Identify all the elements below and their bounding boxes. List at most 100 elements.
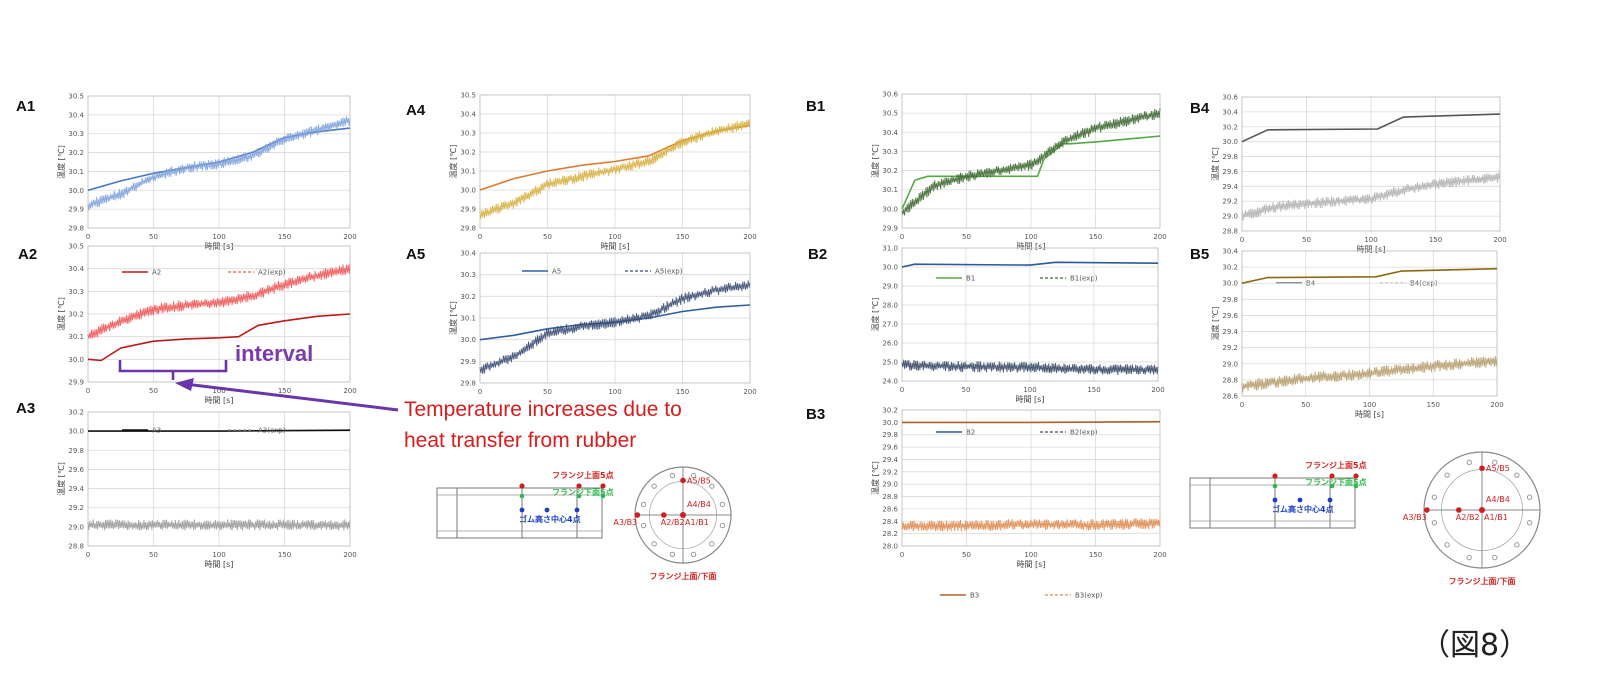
plot-frame bbox=[1241, 250, 1498, 397]
bolt-hole bbox=[1444, 472, 1450, 478]
bolt-hole bbox=[651, 541, 657, 547]
chart-b1: 29.9 30.0 30.1 30.2 30.3 30.4 30.5 30.6 0 50 100 15… bbox=[870, 91, 1167, 283]
x-tick-label: 100 bbox=[1024, 551, 1037, 559]
y-tick-label: 29.0 bbox=[882, 481, 898, 489]
panel-label-b2: B2 bbox=[808, 246, 828, 263]
legend-label-exp: A3(exp) bbox=[258, 427, 286, 435]
y-tick-label: 28.8 bbox=[882, 493, 898, 501]
y-tick-label: 30.2 bbox=[1222, 123, 1238, 131]
bolt-hole bbox=[1526, 494, 1533, 500]
x-axis-label: 時間 [s] bbox=[1017, 560, 1046, 569]
interval-bracket bbox=[118, 360, 228, 373]
label-top5: フランジ上面5点 bbox=[1305, 460, 1367, 470]
y-tick-label: 30.2 bbox=[1222, 264, 1238, 272]
y-tick-label: 31.0 bbox=[882, 245, 898, 253]
bolt-hole bbox=[1526, 520, 1533, 526]
x-axis-label: 時間 [s] bbox=[1355, 410, 1384, 419]
x-tick-label: 100 bbox=[1024, 233, 1037, 241]
legend-label: B1 bbox=[966, 275, 975, 283]
y-tick-label: 30.3 bbox=[882, 148, 898, 156]
series-line-b4-exp bbox=[1241, 172, 1501, 221]
flange-diagram-a: フランジ上面5点フランジ下面5点ゴム高さ中心4点A5/B5A4/B4A1/B1A… bbox=[436, 466, 732, 581]
bolt-hole bbox=[1431, 520, 1438, 526]
x-tick-label: 0 bbox=[478, 388, 482, 396]
label-top5: フランジ上面5点 bbox=[552, 470, 614, 480]
y-tick-label: 30.4 bbox=[460, 111, 476, 119]
y-tick-label: 29.8 bbox=[68, 225, 84, 233]
y-tick-label: 30.2 bbox=[68, 149, 84, 157]
y-tick-label: 30.3 bbox=[68, 130, 84, 138]
bolt-hole bbox=[709, 483, 715, 489]
bolt-hole bbox=[1492, 459, 1498, 466]
x-tick-label: 50 bbox=[1301, 401, 1310, 409]
y-tick-label: 30.0 bbox=[68, 187, 84, 195]
y-tick-label: 29.6 bbox=[1222, 312, 1238, 320]
x-tick-label: 200 bbox=[343, 233, 356, 241]
y-tick-label: 30.4 bbox=[1222, 248, 1238, 256]
plot-frame bbox=[479, 252, 751, 384]
y-tick-label: 29.2 bbox=[1222, 198, 1238, 206]
label-bottom5: フランジ下面5点 bbox=[1305, 477, 1367, 487]
legend-label: A3 bbox=[152, 427, 161, 435]
y-tick-label: 30.1 bbox=[460, 168, 476, 176]
label-rubber4: ゴム高さ中心4点 bbox=[1272, 504, 1334, 514]
bolt-hole bbox=[1514, 542, 1520, 548]
y-axis-label: 温度 [℃] bbox=[1210, 147, 1220, 181]
sensor-dot-a5 bbox=[680, 477, 686, 484]
x-tick-label: 100 bbox=[212, 387, 225, 395]
y-tick-label: 30.0 bbox=[882, 419, 898, 427]
legend-label-exp: A2(exp) bbox=[258, 269, 286, 277]
legend-label: A2 bbox=[152, 269, 161, 277]
y-tick-label: 30.5 bbox=[882, 110, 898, 118]
bolt-hole bbox=[719, 501, 726, 508]
sensor-dot-bottom bbox=[1272, 483, 1278, 489]
y-tick-label: 29.0 bbox=[1222, 360, 1238, 368]
y-axis-label: 温度 [℃] bbox=[448, 145, 458, 179]
legend-label-exp: A5(exp) bbox=[655, 268, 683, 276]
chart-b4: 28.8 29.0 29.2 29.4 29.6 29.8 30.0 30.2 30.4 30.6… bbox=[1210, 94, 1507, 288]
sensor-dot-rubber bbox=[1272, 497, 1278, 503]
y-axis-label: 温度 [℃] bbox=[870, 461, 880, 495]
chart-a1: 29.829.930.030.130.230.330.430.50 50 100 15… bbox=[56, 93, 357, 252]
sensor-dot-rubber bbox=[1327, 497, 1333, 503]
x-tick-label: 50 bbox=[962, 551, 971, 559]
x-axis-label: 時間 [s] bbox=[205, 560, 234, 569]
bolt-hole bbox=[709, 541, 715, 547]
bolt-hole bbox=[1492, 554, 1498, 561]
series-line-b1 bbox=[901, 135, 1161, 210]
label-a1: A1/B1 bbox=[1484, 513, 1508, 522]
label-flange-updown: フランジ上面/下面 bbox=[650, 571, 717, 581]
sensor-dot-bottom bbox=[576, 493, 582, 499]
sensor-dot-top bbox=[1272, 473, 1278, 479]
plot-frame bbox=[901, 247, 1159, 382]
annotation-text: Temperature increases due to heat transf… bbox=[404, 394, 682, 456]
chart-a3: 28.8 29.0 29.2 29.4 29.6 29.8 30.0 30.2 0 50 100 15… bbox=[56, 409, 357, 570]
label-a3: A3/B3 bbox=[613, 518, 637, 527]
x-tick-label: 100 bbox=[1364, 236, 1377, 244]
y-tick-label: 24.0 bbox=[882, 378, 898, 386]
chart-a2: 29.9 30.0 30.1 30.2 30.3 30.4 30.5 0 50 100 150 200… bbox=[56, 243, 357, 406]
bolt-hole bbox=[640, 522, 647, 529]
y-tick-label: 30.2 bbox=[460, 149, 476, 157]
y-tick-label: 29.2 bbox=[1222, 344, 1238, 352]
plot-frame bbox=[901, 93, 1161, 229]
sensor-dot-a3 bbox=[634, 512, 641, 518]
bolt-hole bbox=[1514, 472, 1520, 478]
bolt-hole bbox=[690, 472, 697, 479]
y-tick-label: 29.4 bbox=[1222, 183, 1238, 191]
bolt-hole bbox=[1466, 459, 1472, 466]
panel-label-b1: B1 bbox=[806, 98, 826, 115]
plot-frame bbox=[901, 409, 1161, 547]
x-axis-label: 時間 [s] bbox=[205, 396, 234, 405]
label-a2: A2/B2 bbox=[1456, 513, 1480, 522]
label-a5: A5/B5 bbox=[687, 476, 711, 485]
x-axis-label: 時間 [s] bbox=[1016, 395, 1045, 404]
panel-label-b3: B3 bbox=[806, 406, 826, 423]
y-tick-label: 30.4 bbox=[460, 250, 476, 258]
y-tick-label: 28.4 bbox=[882, 518, 898, 526]
bolt-hole bbox=[669, 472, 676, 479]
flange-section-outline bbox=[436, 487, 603, 539]
sensor-dot-bottom bbox=[519, 493, 525, 499]
y-tick-label: 29.0 bbox=[68, 523, 84, 531]
